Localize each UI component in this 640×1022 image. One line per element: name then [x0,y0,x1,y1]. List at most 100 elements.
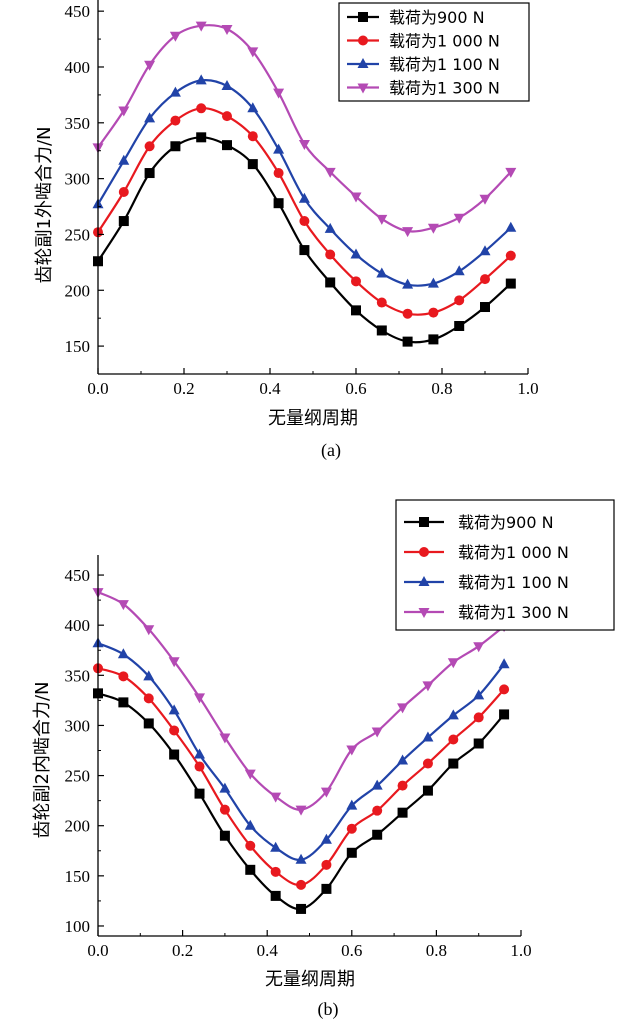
data-point [170,115,181,126]
data-point [428,307,439,318]
x-tick-label: 0.0 [87,379,108,398]
data-point [324,167,336,178]
data-point [397,780,408,791]
y-tick-label: 300 [65,170,91,189]
y-tick-label: 150 [65,337,91,356]
data-point [299,245,310,256]
data-point [222,140,232,151]
data-point [505,278,516,289]
data-point [505,250,516,261]
data-point [219,733,231,744]
y-tick-label: 400 [65,616,91,635]
data-point [222,111,232,122]
legend-marker [357,83,369,94]
data-point [194,748,206,759]
data-point [117,600,129,611]
data-point [447,658,459,669]
data-point [505,167,517,178]
data-point [320,833,332,844]
data-point [351,305,361,316]
chart-b-caption: (b) [318,999,339,1020]
data-point [350,248,362,259]
data-point [346,847,357,858]
legend-label: 载荷为1 300 N [389,79,500,98]
y-tick-label: 450 [65,566,91,585]
data-point [480,302,490,313]
legend-label: 载荷为1 000 N [389,32,500,51]
x-tick-label: 0.6 [341,941,362,960]
data-point [498,658,510,669]
data-point [473,712,484,723]
data-point [221,25,233,36]
data-point [219,804,230,815]
data-point [480,274,490,285]
data-point [325,277,336,288]
data-point [376,325,387,336]
data-point [298,140,310,151]
data-point [376,267,388,278]
data-point [169,31,181,42]
data-point [144,168,155,179]
data-point [448,758,459,769]
chart-a-ticks: 0.0 0.2 0.4 0.6 0.8 1.0 150 200 250 300 350 400 450 [65,2,539,398]
data-point [273,168,284,179]
data-point [346,745,358,756]
data-point [118,671,129,682]
series-line-1 [97,692,505,911]
data-point [505,221,517,232]
chart-b-legend: 载荷为900 N 载荷为1 000 N 载荷为1 100 N 载荷为1 300 N [404,513,569,622]
x-tick-label: 1.0 [517,379,538,398]
data-point [118,106,130,117]
data-point [143,625,155,636]
chart-b-series [92,588,510,914]
data-point [270,841,282,852]
data-point [479,194,491,205]
data-point [169,725,180,736]
legend-label: 载荷为1 100 N [458,573,569,592]
data-point [117,648,129,659]
data-point [324,222,336,233]
x-tick-label: 0.6 [345,379,366,398]
data-point [350,192,362,203]
data-point [247,102,259,113]
data-point [194,788,205,799]
data-point [402,336,413,347]
data-point [397,703,409,714]
data-point [371,779,383,790]
y-tick-label: 350 [65,666,91,685]
series-line-1 [97,136,512,344]
data-point [247,131,258,142]
data-point [143,718,154,729]
chart-a-series [92,21,517,347]
data-point [170,141,181,152]
x-tick-label: 1.0 [510,941,531,960]
data-point [245,840,256,851]
data-point [422,731,434,742]
data-point [299,216,310,227]
y-tick-label: 400 [65,58,91,77]
data-point [245,864,256,875]
y-tick-label: 150 [65,867,91,886]
data-point [194,761,205,772]
data-point [427,223,439,234]
data-point [219,830,230,841]
x-tick-label: 0.0 [87,941,108,960]
data-point [453,213,465,224]
y-tick-label: 200 [65,281,91,300]
data-point [427,277,439,288]
data-point [447,709,459,720]
data-point [321,883,332,894]
legend-marker [357,58,369,68]
data-point [428,334,439,345]
data-point [321,859,332,870]
data-point [320,787,332,798]
chart-b: 0.0 0.2 0.4 0.6 0.8 1.0 100 150 200 250 300 350 400 4… [32,499,615,1020]
data-point [270,866,281,877]
data-point [194,693,206,704]
data-point [296,879,307,890]
data-point [473,738,484,749]
data-point [454,295,465,306]
data-point [221,79,233,90]
legend-label: 载荷为1 000 N [458,543,569,562]
